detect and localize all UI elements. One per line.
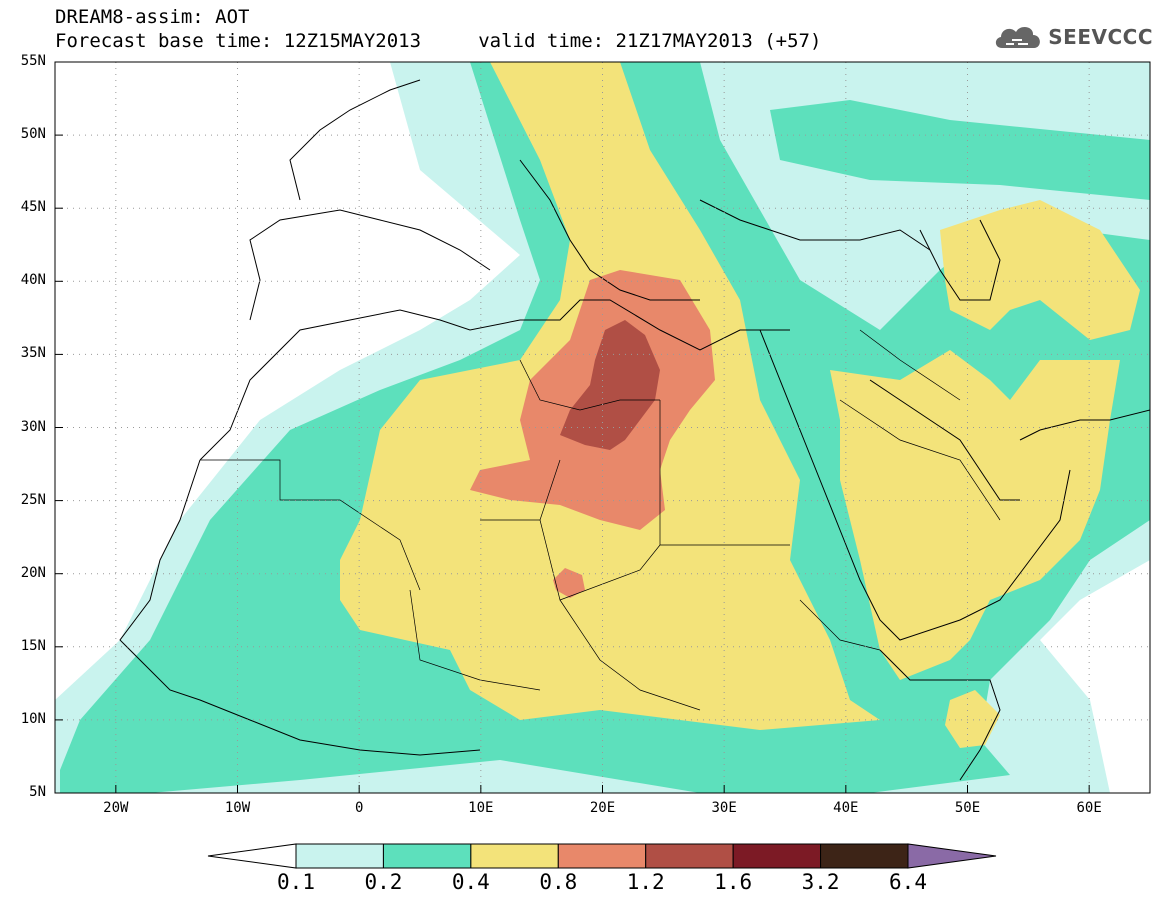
lon-label: 10W [224, 800, 251, 816]
colorbar-over-arrow [907, 843, 997, 869]
lat-label: 15N [20, 637, 46, 654]
lat-label: 45N [20, 199, 46, 216]
logo-text: SEEVCCC [1048, 25, 1153, 49]
lon-label: 20E [589, 800, 616, 816]
lon-label: 60E [1076, 800, 1102, 816]
lon-label: 50E [954, 800, 981, 816]
aot-band-1.2 [560, 320, 660, 450]
lat-label: 30N [20, 418, 46, 435]
colorbar-swatch [470, 843, 559, 869]
colorbar-swatch [295, 843, 384, 869]
lon-label: 10E [468, 800, 494, 816]
colorbar-level-label: 0.2 [364, 870, 403, 894]
lon-label: 30E [711, 800, 737, 816]
colorbar-swatch [645, 843, 734, 869]
colorbar-swatch [382, 843, 472, 869]
colorbar-swatch [557, 843, 647, 869]
axis-ticks [55, 61, 1090, 794]
colorbar-swatch [732, 843, 822, 869]
colorbar-level-label: 1.6 [714, 870, 753, 894]
aot-band-0.4-horn [945, 690, 1000, 748]
lat-label: 20N [20, 564, 46, 581]
lon-label: 0 [354, 800, 364, 816]
cloud-icon [996, 26, 1041, 48]
lon-label: 20W [103, 800, 129, 816]
lat-label: 10N [20, 710, 46, 727]
lat-label: 25N [20, 491, 46, 508]
forecast-times: Forecast base time: 12Z15MAY2013 valid t… [55, 30, 822, 52]
map-title: DREAM8-assim: AOT [55, 6, 250, 28]
lat-label: 50N [20, 126, 46, 143]
colorbar-level-label: 0.8 [539, 870, 578, 894]
coastlines [119, 79, 1150, 781]
colorbar-under-arrow [207, 843, 297, 869]
lat-label: 35N [20, 345, 46, 362]
seevccc-logo: SEEVCCC [992, 22, 1153, 52]
colorbar-level-label: 3.2 [801, 870, 840, 894]
lon-label: 40E [833, 800, 859, 816]
colorbar-level-label: 6.4 [889, 870, 927, 894]
country-borders [200, 329, 1001, 711]
lat-label: 5N [29, 784, 46, 800]
aot-band-0.2-north [770, 100, 1150, 200]
aot-contours [55, 62, 1150, 793]
gridlines [55, 62, 1150, 793]
colorbar-level-label: 0.4 [451, 870, 490, 894]
colorbar [207, 843, 997, 869]
aot-band-0.4-caspian [940, 200, 1140, 340]
colorbar-level-label: 0.1 [277, 870, 315, 894]
lat-label: 55N [20, 53, 46, 69]
aot-band-0.4-east [830, 350, 1120, 680]
aot-band-0.8-spot [553, 568, 585, 598]
colorbar-swatch [820, 843, 909, 869]
lat-label: 40N [20, 272, 46, 289]
colorbar-level-label: 1.2 [626, 870, 665, 894]
